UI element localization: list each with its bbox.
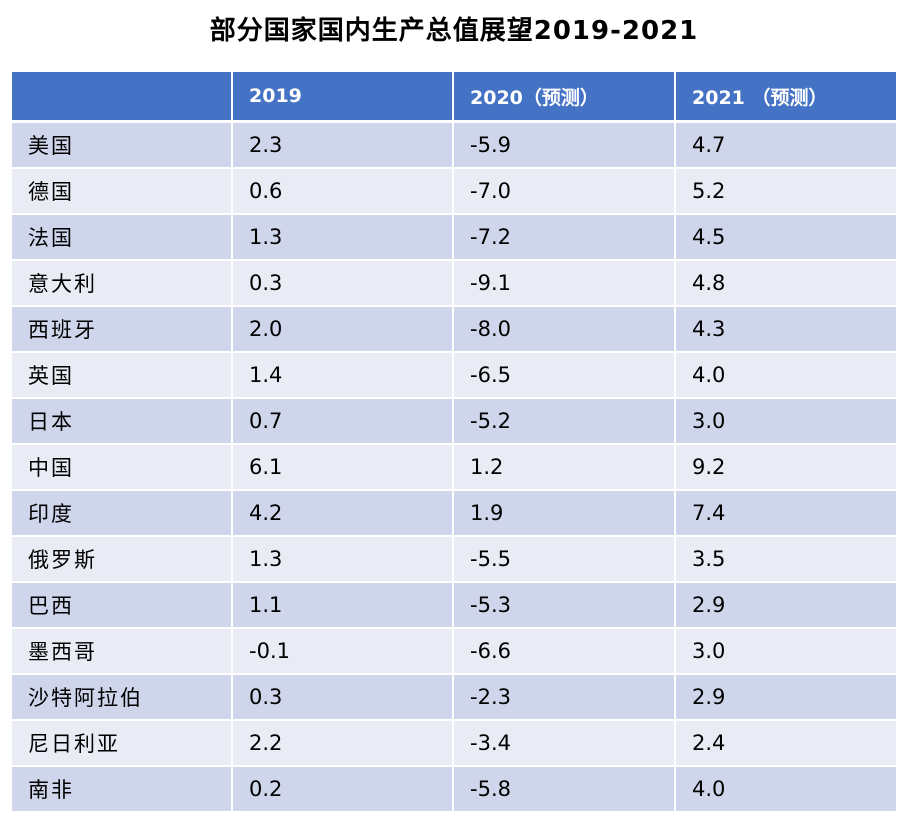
value-2020-cell: -9.1 — [452, 259, 676, 307]
value-2019-cell: 2.2 — [231, 719, 454, 767]
value-2019-cell: 1.1 — [231, 581, 454, 629]
country-cell: 尼日利亚 — [10, 719, 233, 767]
value-2021-cell: 2.9 — [674, 673, 898, 721]
header-row: 2019 2020（预测） 2021 （预测） — [10, 72, 898, 123]
value-2020-cell: -2.3 — [452, 673, 676, 721]
header-cell-2021: 2021 （预测） — [674, 72, 898, 123]
table-row: 英国 1.4 -6.5 4.0 — [10, 351, 898, 399]
country-cell: 西班牙 — [10, 305, 233, 353]
value-2019-cell: 2.3 — [231, 120, 454, 169]
value-2020-cell: -3.4 — [452, 719, 676, 767]
table-row: 南非 0.2 -5.8 4.0 — [10, 765, 898, 813]
value-2019-cell: 0.3 — [231, 673, 454, 721]
table-body: 美国 2.3 -5.9 4.7 德国 0.6 -7.0 5.2 法国 1.3 -7.2 4.5 意大利 0… — [10, 120, 898, 813]
value-2021-cell: 3.5 — [674, 535, 898, 583]
value-2020-cell: 1.2 — [452, 443, 676, 491]
table-row: 尼日利亚 2.2 -3.4 2.4 — [10, 719, 898, 767]
value-2021-cell: 7.4 — [674, 489, 898, 537]
value-2019-cell: 0.2 — [231, 765, 454, 813]
value-2021-cell: 3.0 — [674, 627, 898, 675]
table-row: 西班牙 2.0 -8.0 4.3 — [10, 305, 898, 353]
country-cell: 沙特阿拉伯 — [10, 673, 233, 721]
value-2019-cell: 4.2 — [231, 489, 454, 537]
value-2020-cell: -5.5 — [452, 535, 676, 583]
country-cell: 意大利 — [10, 259, 233, 307]
country-cell: 墨西哥 — [10, 627, 233, 675]
country-cell: 美国 — [10, 120, 233, 169]
chart-title: 部分国家国内生产总值展望2019-2021 — [209, 16, 699, 46]
value-2019-cell: 0.7 — [231, 397, 454, 445]
value-2020-cell: -6.6 — [452, 627, 676, 675]
value-2021-cell: 9.2 — [674, 443, 898, 491]
table-row: 日本 0.7 -5.2 3.0 — [10, 397, 898, 445]
header-cell-2019: 2019 — [231, 72, 454, 123]
value-2021-cell: 3.0 — [674, 397, 898, 445]
value-2019-cell: 0.6 — [231, 167, 454, 215]
country-cell: 英国 — [10, 351, 233, 399]
value-2019-cell: 1.3 — [231, 213, 454, 261]
table-row: 意大利 0.3 -9.1 4.8 — [10, 259, 898, 307]
country-cell: 俄罗斯 — [10, 535, 233, 583]
value-2021-cell: 4.8 — [674, 259, 898, 307]
table-row: 中国 6.1 1.2 9.2 — [10, 443, 898, 491]
value-2020-cell: -7.0 — [452, 167, 676, 215]
table-row: 德国 0.6 -7.0 5.2 — [10, 167, 898, 215]
value-2020-cell: -5.9 — [452, 120, 676, 169]
value-2020-cell: -5.3 — [452, 581, 676, 629]
value-2019-cell: -0.1 — [231, 627, 454, 675]
value-2021-cell: 4.7 — [674, 120, 898, 169]
value-2020-cell: 1.9 — [452, 489, 676, 537]
value-2021-cell: 2.9 — [674, 581, 898, 629]
country-cell: 印度 — [10, 489, 233, 537]
table-row: 法国 1.3 -7.2 4.5 — [10, 213, 898, 261]
value-2019-cell: 1.3 — [231, 535, 454, 583]
gdp-table: 2019 2020（预测） 2021 （预测） 美国 2.3 -5.9 4.7 德国 0.… — [10, 72, 898, 813]
value-2019-cell: 1.4 — [231, 351, 454, 399]
table-row: 印度 4.2 1.9 7.4 — [10, 489, 898, 537]
table-row: 沙特阿拉伯 0.3 -2.3 2.9 — [10, 673, 898, 721]
header-cell-2020: 2020（预测） — [452, 72, 676, 123]
header-cell-country — [10, 72, 233, 123]
country-cell: 德国 — [10, 167, 233, 215]
value-2019-cell: 6.1 — [231, 443, 454, 491]
country-cell: 日本 — [10, 397, 233, 445]
table-row: 俄罗斯 1.3 -5.5 3.5 — [10, 535, 898, 583]
value-2021-cell: 4.5 — [674, 213, 898, 261]
value-2020-cell: -5.2 — [452, 397, 676, 445]
value-2020-cell: -5.8 — [452, 765, 676, 813]
value-2021-cell: 2.4 — [674, 719, 898, 767]
value-2020-cell: -8.0 — [452, 305, 676, 353]
table-row: 墨西哥 -0.1 -6.6 3.0 — [10, 627, 898, 675]
value-2021-cell: 5.2 — [674, 167, 898, 215]
country-cell: 南非 — [10, 765, 233, 813]
value-2020-cell: -7.2 — [452, 213, 676, 261]
value-2020-cell: -6.5 — [452, 351, 676, 399]
value-2021-cell: 4.3 — [674, 305, 898, 353]
value-2019-cell: 2.0 — [231, 305, 454, 353]
value-2021-cell: 4.0 — [674, 351, 898, 399]
country-cell: 中国 — [10, 443, 233, 491]
value-2019-cell: 0.3 — [231, 259, 454, 307]
country-cell: 法国 — [10, 213, 233, 261]
table-row: 巴西 1.1 -5.3 2.9 — [10, 581, 898, 629]
value-2021-cell: 4.0 — [674, 765, 898, 813]
country-cell: 巴西 — [10, 581, 233, 629]
table-row: 美国 2.3 -5.9 4.7 — [10, 120, 898, 169]
